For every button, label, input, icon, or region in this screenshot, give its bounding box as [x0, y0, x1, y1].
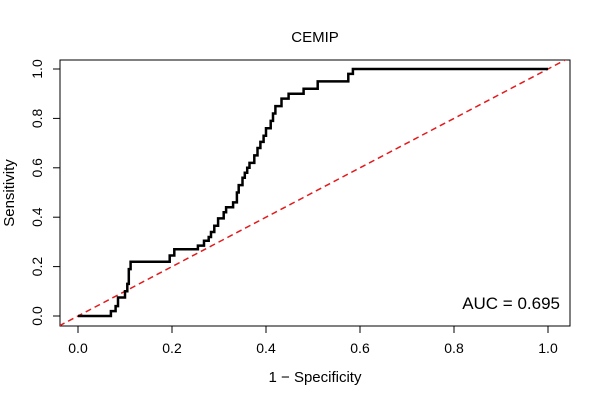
- y-tick-label: 0.8: [29, 108, 45, 128]
- x-axis-label: 1 − Specificity: [269, 369, 362, 386]
- y-axis-label: Sensitivity: [1, 159, 18, 227]
- x-tick-label: 0.2: [162, 340, 182, 356]
- roc-curve-line: [78, 67, 548, 318]
- y-tick-label: 0.6: [29, 158, 45, 178]
- x-axis: 0.0 0.2 0.4 0.6 0.8 1.0: [68, 325, 558, 356]
- y-axis: 0.0 0.2 0.4 0.6 0.8 1.0: [29, 59, 61, 326]
- y-tick-label: 1.0: [29, 59, 45, 79]
- x-tick-label: 0.6: [350, 340, 370, 356]
- plot-area: [60, 60, 567, 326]
- reference-diagonal-line: [60, 60, 567, 326]
- chart-title: CEMIP: [291, 29, 339, 46]
- auc-annotation: AUC = 0.695: [462, 294, 560, 313]
- x-tick-label: 1.0: [538, 340, 558, 356]
- y-tick-label: 0.0: [29, 306, 45, 326]
- y-tick-label: 0.2: [29, 257, 45, 277]
- y-tick-label: 0.4: [29, 207, 45, 227]
- plot-frame: [59, 59, 571, 327]
- x-tick-label: 0.4: [256, 340, 276, 356]
- x-tick-label: 0.0: [68, 340, 88, 356]
- x-tick-label: 0.8: [444, 340, 464, 356]
